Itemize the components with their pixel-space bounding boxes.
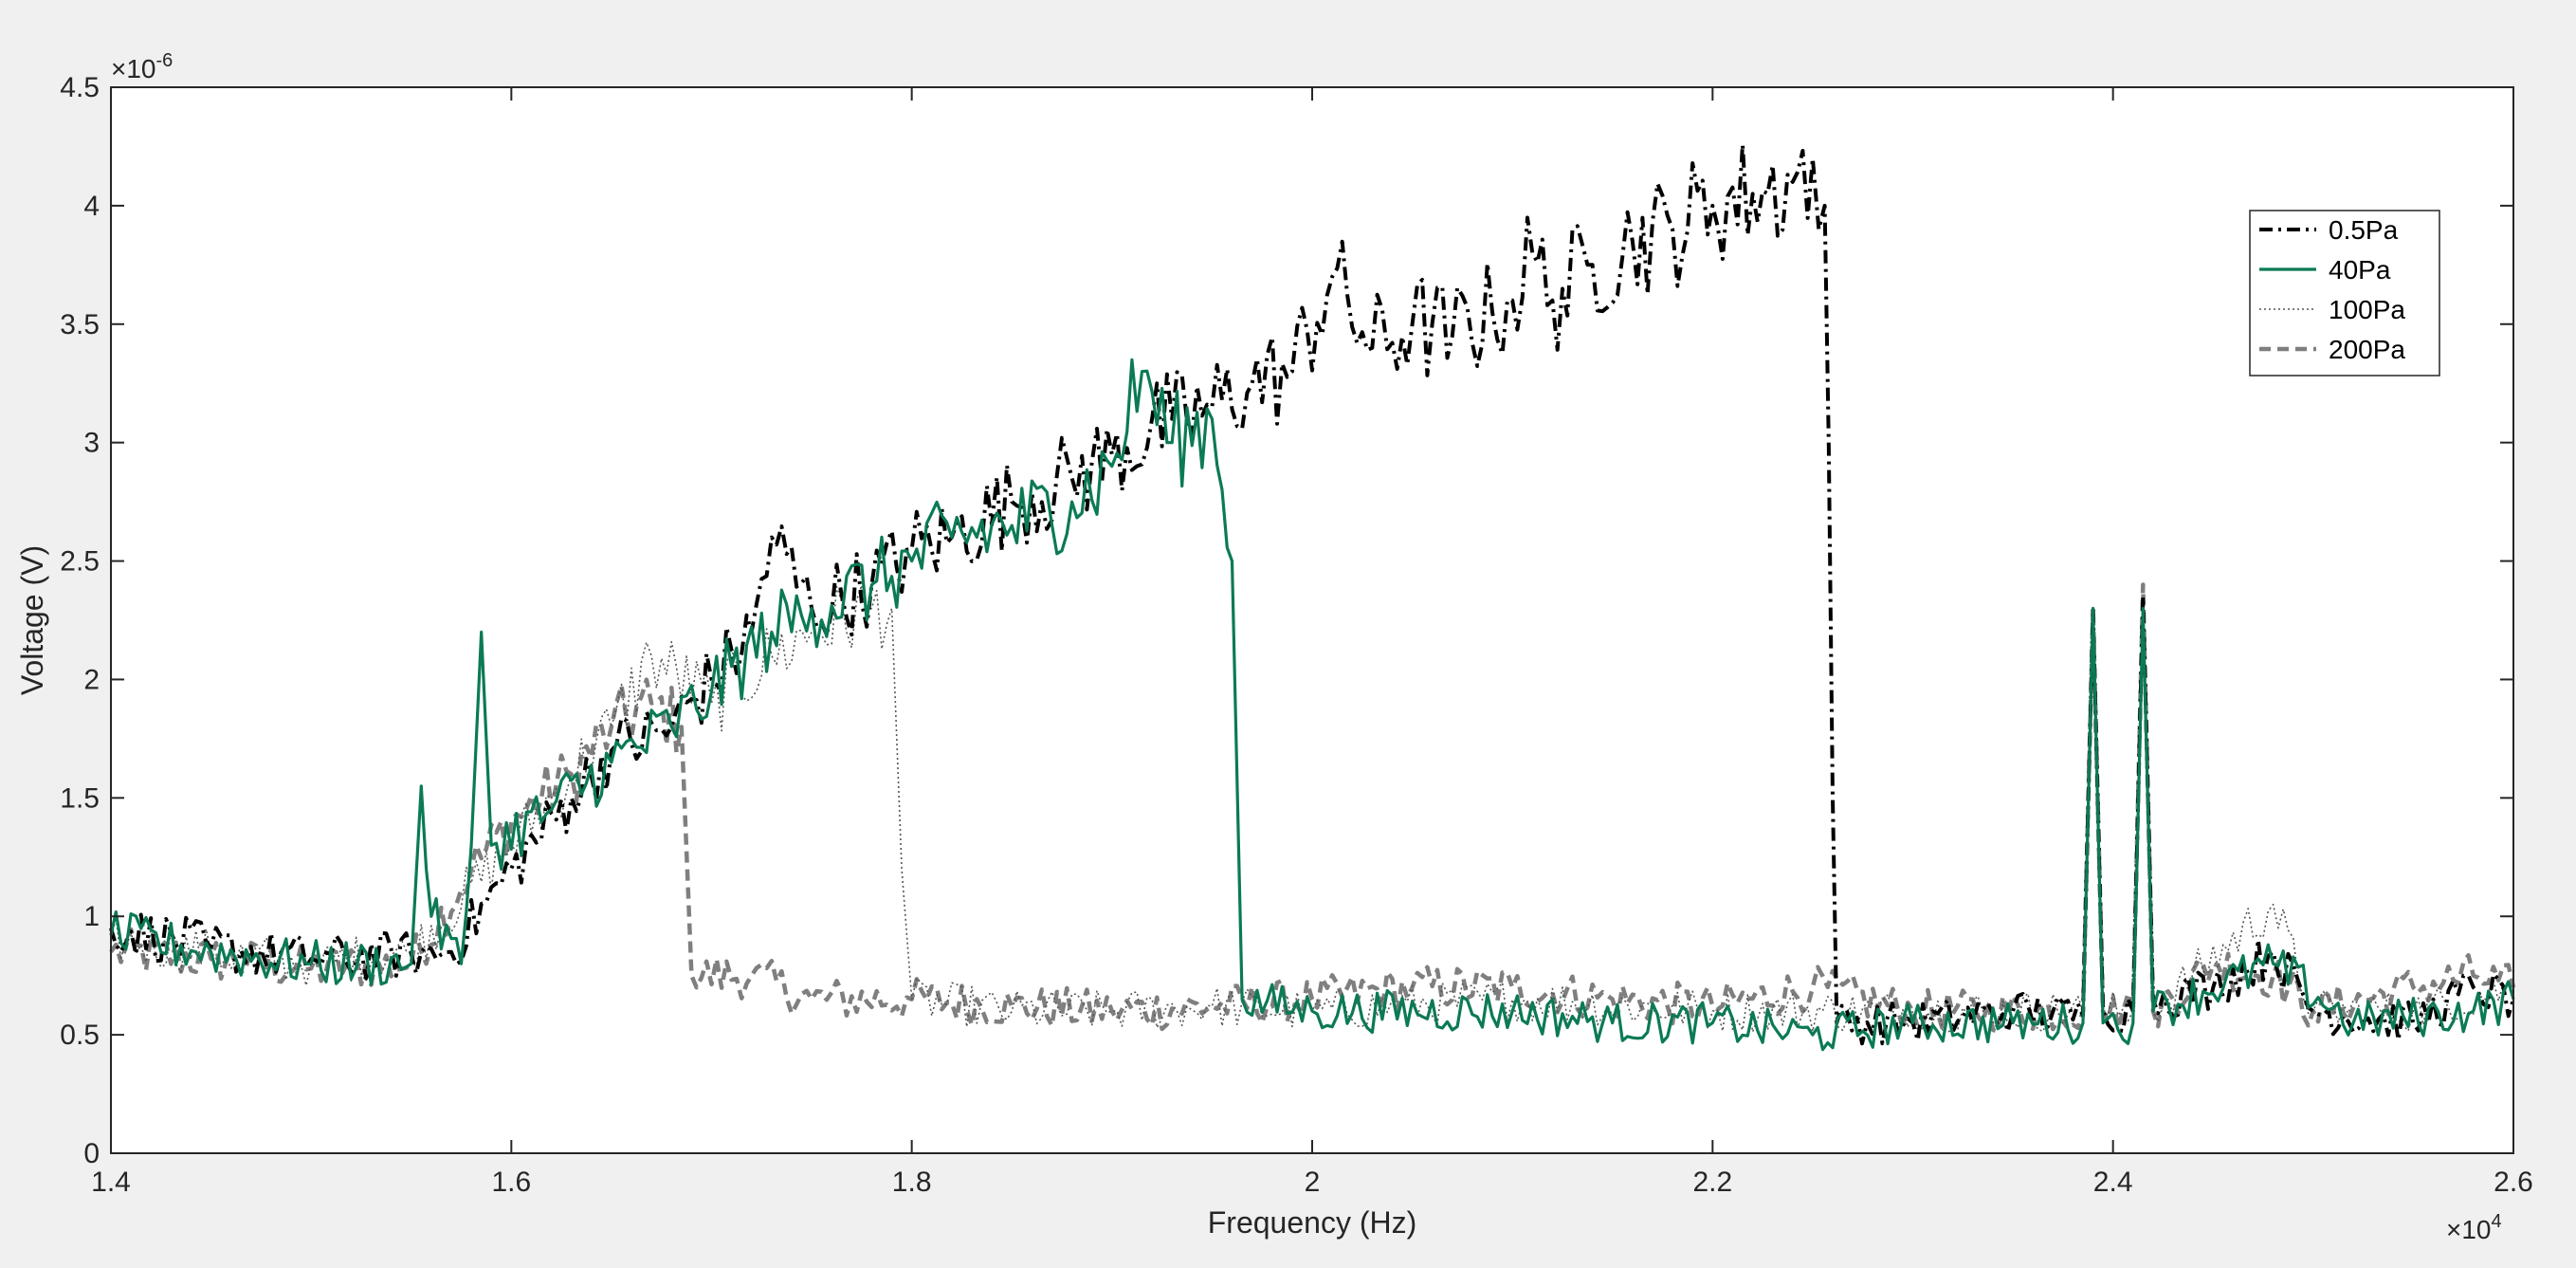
y-tick-label: 3: [83, 428, 100, 459]
x-tick-label: 1.8: [892, 1167, 932, 1198]
x-tick-label: 2.2: [1692, 1167, 1732, 1198]
legend-label: 0.5Pa: [2329, 215, 2399, 245]
legend-label: 200Pa: [2329, 335, 2405, 364]
plot-area: [111, 87, 2513, 1153]
x-exponent-power: 4: [2492, 1211, 2502, 1232]
y-tick-label: 0: [83, 1138, 100, 1169]
legend-label: 40Pa: [2329, 255, 2391, 285]
y-tick-label: 4: [83, 191, 100, 222]
y-tick-label: 4.5: [60, 72, 100, 103]
x-axis-label: Frequency (Hz): [1208, 1205, 1417, 1240]
y-exponent-base: ×10: [111, 54, 156, 83]
legend-entries: 0.5Pa 40Pa 100Pa 200Pa: [2259, 215, 2405, 364]
y-exponent-label: ×10-6: [111, 50, 173, 83]
y-tick-label: 3.5: [60, 309, 100, 340]
x-exponent-base: ×10: [2446, 1215, 2492, 1244]
series-layer: [109, 142, 2516, 1052]
y-tick-label: 2: [83, 664, 100, 695]
x-tick-label: 2.4: [2093, 1167, 2133, 1198]
series-line-40pa: [109, 358, 2515, 1052]
x-tick-label: 2.6: [2494, 1167, 2533, 1198]
x-exponent-label: ×104: [2446, 1211, 2502, 1244]
x-tick-label: 1.4: [91, 1167, 131, 1198]
series-line-0-5pa: [109, 142, 2515, 1046]
y-exponent-power: -6: [156, 50, 174, 71]
y-tick-label: 2.5: [60, 546, 100, 578]
x-tick-label: 2: [1305, 1167, 1321, 1198]
x-axis: 1.4 1.6 1.8 2 2.2 2.4 2.6: [91, 87, 2533, 1198]
legend-label: 100Pa: [2329, 295, 2405, 324]
y-axis-label: Voltage (V): [15, 545, 49, 695]
y-axis: 0 0.5 1 1.5 2 2.5 3 3.5 4 4.5: [60, 72, 2513, 1169]
x-tick-label: 1.6: [491, 1167, 531, 1198]
y-tick-label: 1.5: [60, 782, 100, 814]
series-line-200pa: [109, 582, 2516, 1034]
legend: 0.5Pa 40Pa 100Pa 200Pa: [2249, 210, 2440, 377]
y-tick-label: 0.5: [60, 1020, 100, 1051]
y-tick-label: 1: [83, 901, 100, 932]
